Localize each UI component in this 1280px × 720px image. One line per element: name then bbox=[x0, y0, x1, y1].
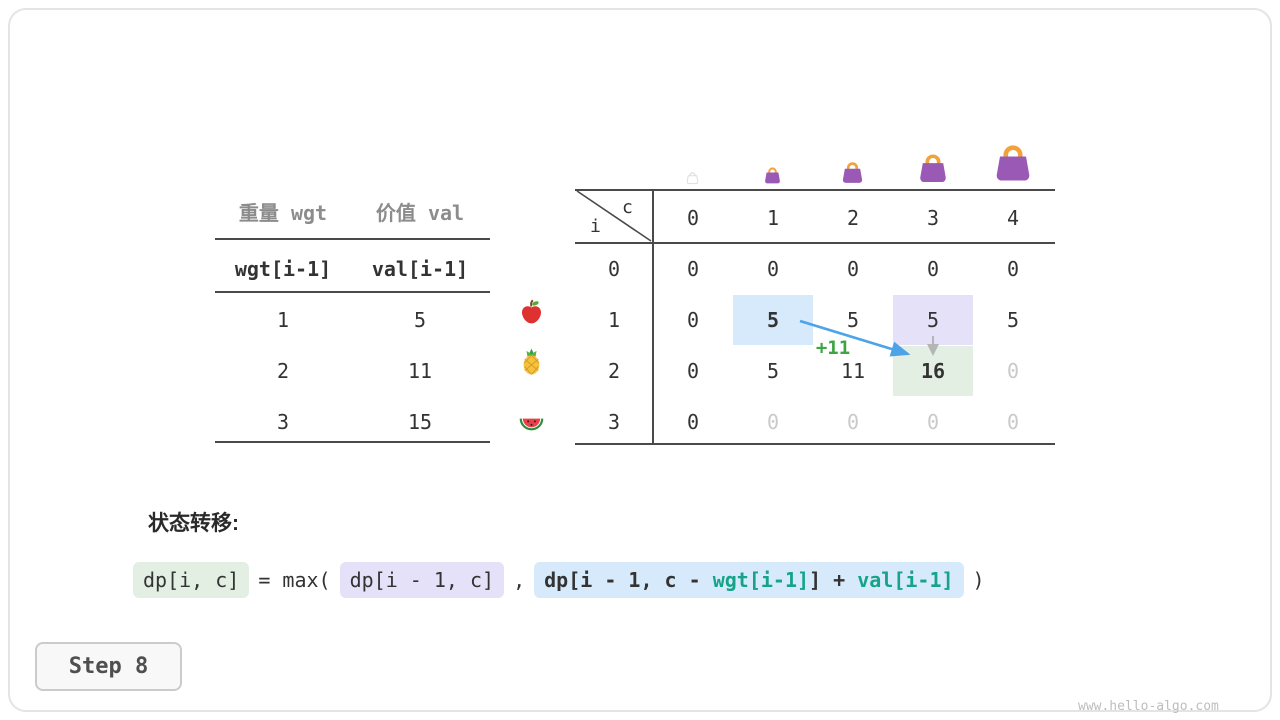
formula-option2-mid: ] + bbox=[809, 568, 858, 592]
bag-icon-capacity-2 bbox=[839, 159, 866, 185]
transition-formula: dp[i, c] = max( dp[i - 1, c] , dp[i - 1,… bbox=[133, 558, 994, 602]
formula-option2-chip: dp[i - 1, c - wgt[i-1]] + val[i-1] bbox=[534, 562, 964, 598]
dp-row-header-3: 3 bbox=[607, 410, 621, 434]
item-row-1-wgt: 1 bbox=[276, 308, 290, 332]
dp-cell-r3c2: 0 bbox=[846, 410, 860, 434]
formula-option1-chip: dp[i - 1, c] bbox=[339, 562, 505, 598]
dp-col-header-2: 2 bbox=[846, 206, 860, 230]
dp-cell-r1c2: 5 bbox=[846, 308, 860, 332]
formula-comma: , bbox=[513, 568, 526, 592]
step-badge: Step 8 bbox=[35, 642, 182, 691]
bag-icon-capacity-4 bbox=[990, 140, 1036, 184]
items-subheader-wgt: wgt[i-1] bbox=[234, 257, 332, 281]
watermark: www.hello-algo.com bbox=[1078, 699, 1219, 714]
item-row-2-val: 11 bbox=[407, 359, 433, 383]
item-row-3-val: 15 bbox=[407, 410, 433, 434]
dp-row-header-0: 0 bbox=[607, 257, 621, 281]
dp-cell-r1c3: 5 bbox=[926, 308, 940, 332]
pineapple-icon bbox=[518, 348, 545, 375]
dp-cell-r3c1: 0 bbox=[766, 410, 780, 434]
bag-icon-empty bbox=[685, 170, 700, 185]
items-table-divider-top bbox=[215, 238, 490, 240]
dp-cell-r0c1: 0 bbox=[766, 257, 780, 281]
dp-cell-r1c4: 5 bbox=[1006, 308, 1020, 332]
bag-icon-capacity-3 bbox=[915, 150, 951, 185]
corner-label-i: i bbox=[590, 216, 601, 237]
dp-table-line-bottom bbox=[575, 443, 1055, 445]
apple-icon bbox=[518, 298, 545, 325]
formula-option2-val: val[i-1] bbox=[857, 568, 954, 592]
items-col-wgt-header: 重量 wgt bbox=[238, 200, 328, 225]
transition-title: 状态转移: bbox=[148, 512, 239, 535]
plus-value-label: +11 bbox=[815, 337, 851, 359]
dp-cell-r2c1: 5 bbox=[766, 359, 780, 383]
dp-row-header-1: 1 bbox=[607, 308, 621, 332]
formula-option2-wgt: wgt[i-1] bbox=[712, 568, 810, 592]
items-table-divider-bottom bbox=[215, 441, 490, 443]
dp-cell-r2c4: 0 bbox=[1006, 359, 1020, 383]
dp-cell-r3c0: 0 bbox=[686, 410, 700, 434]
dp-table-line-vertical bbox=[652, 189, 654, 445]
dp-col-header-3: 3 bbox=[926, 206, 940, 230]
dp-cell-r2c0: 0 bbox=[686, 359, 700, 383]
dp-cell-r0c4: 0 bbox=[1006, 257, 1020, 281]
item-row-2-wgt: 2 bbox=[276, 359, 290, 383]
dp-cell-r0c0: 0 bbox=[686, 257, 700, 281]
watermelon-icon bbox=[518, 409, 545, 436]
formula-close: ) bbox=[972, 568, 985, 592]
dp-col-header-0: 0 bbox=[686, 206, 700, 230]
bag-icon-capacity-1 bbox=[762, 165, 783, 185]
formula-equals: = max( bbox=[258, 568, 331, 592]
dp-cell-r3c3: 0 bbox=[926, 410, 940, 434]
dp-col-header-1: 1 bbox=[766, 206, 780, 230]
dp-cell-r2c2: 11 bbox=[840, 359, 866, 383]
dp-col-header-4: 4 bbox=[1006, 206, 1020, 230]
formula-option2-prefix: dp[i - 1, c - bbox=[544, 568, 713, 592]
dp-cell-r0c2: 0 bbox=[846, 257, 860, 281]
dp-row-header-2: 2 bbox=[607, 359, 621, 383]
item-row-1-val: 5 bbox=[413, 308, 427, 332]
dp-cell-r2c3: 16 bbox=[920, 359, 946, 383]
dp-cell-r3c4: 0 bbox=[1006, 410, 1020, 434]
corner-label-c: c bbox=[622, 197, 633, 218]
dp-table-line-top bbox=[575, 189, 1055, 191]
dp-cell-r1c0: 0 bbox=[686, 308, 700, 332]
items-table-divider-mid bbox=[215, 291, 490, 293]
dp-cell-r1c1: 5 bbox=[766, 308, 780, 332]
formula-lhs-chip: dp[i, c] bbox=[133, 562, 250, 598]
dp-cell-r0c3: 0 bbox=[926, 257, 940, 281]
items-subheader-val: val[i-1] bbox=[371, 257, 469, 281]
item-row-3-wgt: 3 bbox=[276, 410, 290, 434]
items-col-val-header: 价值 val bbox=[375, 200, 465, 225]
dp-table-line-header bbox=[575, 242, 1055, 244]
